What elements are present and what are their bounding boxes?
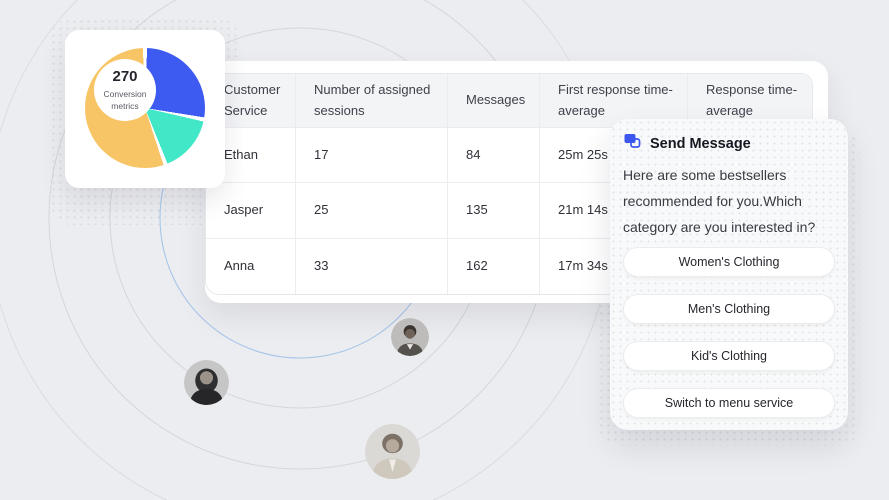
send-message-icon xyxy=(624,133,641,154)
conversion-label: Conversion metrics xyxy=(103,88,147,111)
chat-card-title: Send Message xyxy=(650,135,751,152)
header-customer-service: Customer Service xyxy=(206,74,296,127)
category-button-womens-clothing[interactable]: Women's Clothing xyxy=(623,247,835,277)
conversion-value: 270 xyxy=(112,67,138,85)
person-icon xyxy=(184,360,229,405)
cell-agent-name: Ethan xyxy=(206,128,296,183)
cell-messages: 162 xyxy=(448,238,540,294)
cell-messages: 135 xyxy=(448,183,540,238)
agent-avatar xyxy=(391,318,429,356)
header-first-response-time: First response time-average xyxy=(540,74,688,127)
cell-sessions: 33 xyxy=(296,238,448,294)
agent-avatar xyxy=(184,360,229,405)
cell-sessions: 17 xyxy=(296,128,448,183)
category-button-kids-clothing[interactable]: Kid's Clothing xyxy=(623,341,835,371)
table-row: Anna 33 162 17m 34s xyxy=(206,238,812,294)
header-response-time: Response time-average xyxy=(706,82,798,118)
person-icon xyxy=(365,424,420,479)
send-message-card: Send Message Here are some bestsellers r… xyxy=(610,119,848,430)
cell-agent-name: Jasper xyxy=(206,183,296,238)
chat-header: Send Message xyxy=(624,133,751,154)
donut-center: 270 Conversion metrics xyxy=(94,59,156,121)
cell-sessions: 25 xyxy=(296,183,448,238)
person-icon xyxy=(391,318,429,356)
agent-avatar xyxy=(365,424,420,479)
cell-agent-name: Anna xyxy=(206,238,296,294)
category-button-mens-clothing[interactable]: Men's Clothing xyxy=(623,294,835,324)
table-row: Ethan 17 84 25m 25s xyxy=(206,128,812,184)
header-messages: Messages xyxy=(448,74,540,127)
conversion-metrics-card: 270 Conversion metrics xyxy=(65,30,225,188)
table-header-row: Customer Service Number of assigned sess… xyxy=(206,74,812,128)
cell-messages: 84 xyxy=(448,128,540,183)
switch-to-menu-service-button[interactable]: Switch to menu service xyxy=(623,388,835,418)
table-row: Jasper 25 135 21m 14s xyxy=(206,183,812,239)
header-assigned-sessions: Number of assigned sessions xyxy=(296,74,448,127)
chat-message-text: Here are some bestsellers recommended fo… xyxy=(623,167,816,235)
